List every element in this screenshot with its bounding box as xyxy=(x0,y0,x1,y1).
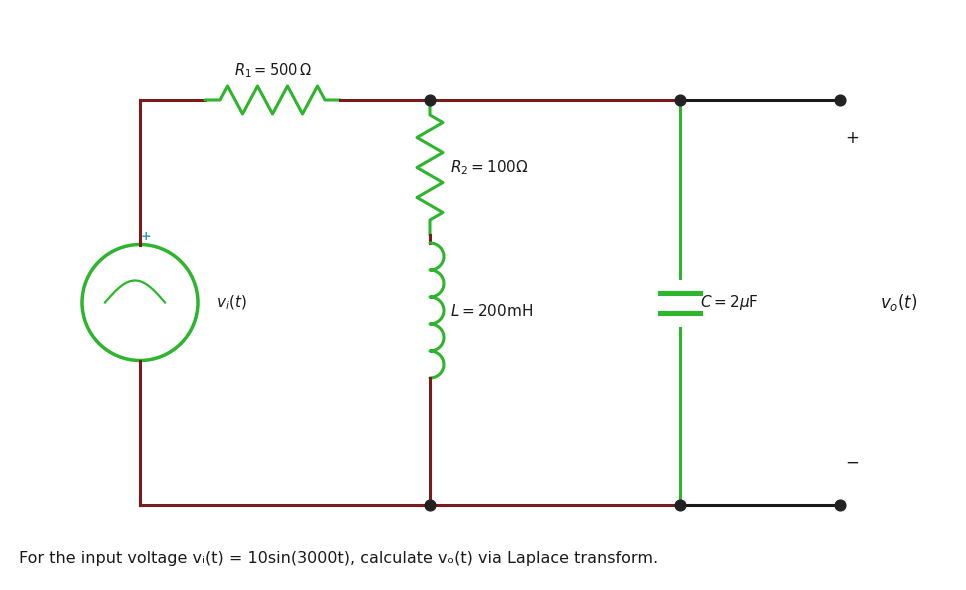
Point xyxy=(672,95,688,104)
Text: $v_i(t)$: $v_i(t)$ xyxy=(216,293,247,312)
Text: −: − xyxy=(845,454,859,472)
Text: $L = 200\mathrm{mH}$: $L = 200\mathrm{mH}$ xyxy=(450,303,533,319)
Point xyxy=(833,500,848,510)
Text: $R_1 = 500\,\Omega$: $R_1 = 500\,\Omega$ xyxy=(234,61,311,80)
Point xyxy=(422,95,438,104)
Point xyxy=(672,500,688,510)
Point xyxy=(833,95,848,104)
Point xyxy=(422,500,438,510)
Text: $C = 2\mu\mathrm{F}$: $C = 2\mu\mathrm{F}$ xyxy=(700,293,758,312)
Text: $R_2 = 100\Omega$: $R_2 = 100\Omega$ xyxy=(450,158,528,177)
Text: +: + xyxy=(141,230,152,242)
Text: $v_o(t)$: $v_o(t)$ xyxy=(880,292,918,313)
Text: +: + xyxy=(845,129,859,147)
Text: For the input voltage vᵢ(t) = 10sin(3000t), calculate vₒ(t) via Laplace transfor: For the input voltage vᵢ(t) = 10sin(3000… xyxy=(19,552,659,566)
